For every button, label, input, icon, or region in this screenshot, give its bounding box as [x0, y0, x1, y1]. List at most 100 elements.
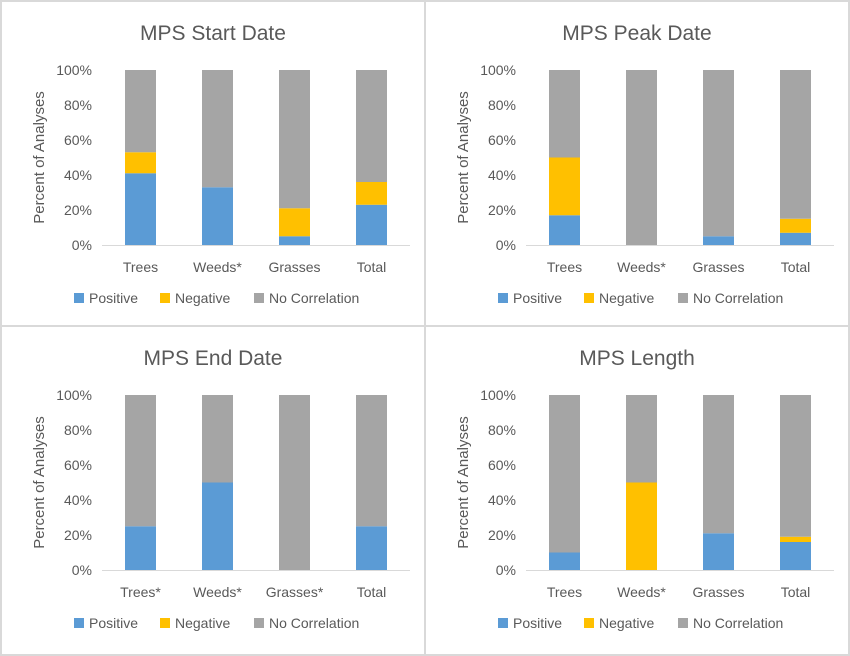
- bar-grasses-negative: [279, 208, 310, 237]
- y-axis-label: Percent of Analyses: [31, 91, 48, 224]
- bar-trees-positive: [125, 526, 156, 570]
- legend-swatch-negative: [584, 618, 594, 628]
- y-tick-label: 0%: [496, 237, 516, 253]
- y-axis-label: Percent of Analyses: [455, 416, 472, 549]
- x-tick-label: Trees: [547, 259, 582, 275]
- x-tick-label: Trees: [547, 584, 582, 600]
- x-tick-label: Trees*: [120, 584, 161, 600]
- legend-swatch-no-correlation: [678, 293, 688, 303]
- y-tick-label: 20%: [488, 527, 516, 543]
- chart-title: MPS Peak Date: [562, 22, 711, 45]
- chart-panel-length: MPS Length Percent of Analyses 0% 20% 40% 60%…: [426, 327, 848, 654]
- legend-swatch-negative: [160, 293, 170, 303]
- legend-label-positive: Positive: [513, 290, 562, 306]
- bar-trees-positive: [549, 552, 580, 570]
- y-tick-label: 60%: [488, 457, 516, 473]
- bar-total-negative: [780, 536, 811, 542]
- bar-grasses-no-correlation: [703, 395, 734, 534]
- bar-weeds-no-correlation: [202, 70, 233, 188]
- chart-svg: MPS Length Percent of Analyses 0% 20% 40% 60%…: [455, 347, 834, 631]
- x-tick-label: Trees: [123, 259, 158, 275]
- x-tick-label: Grasses*: [266, 584, 324, 600]
- x-tick-label: Total: [781, 584, 811, 600]
- y-tick-label: 80%: [488, 422, 516, 438]
- y-tick-label: 80%: [64, 97, 92, 113]
- chart-title: MPS End Date: [144, 347, 283, 370]
- y-tick-label: 100%: [480, 62, 516, 78]
- x-tick-label: Grasses: [692, 259, 744, 275]
- y-tick-label: 60%: [64, 132, 92, 148]
- bar-weeds-no-correlation: [626, 70, 657, 245]
- legend-swatch-no-correlation: [254, 293, 264, 303]
- y-axis-label: Percent of Analyses: [455, 91, 472, 224]
- legend-label-no-correlation: No Correlation: [693, 290, 783, 306]
- bar-trees-no-correlation: [549, 395, 580, 553]
- y-tick-label: 100%: [56, 387, 92, 403]
- bar-total-positive: [356, 526, 387, 570]
- chart-panel-start-date: MPS Start Date Percent of Analyses 0% 20% 40…: [2, 2, 424, 325]
- y-tick-label: 40%: [488, 167, 516, 183]
- bar-total-no-correlation: [356, 395, 387, 527]
- bar-trees-negative: [125, 152, 156, 174]
- chart-panel-peak-date: MPS Peak Date Percent of Analyses 0% 20% 40%…: [426, 2, 848, 325]
- y-tick-label: 80%: [488, 97, 516, 113]
- legend-label-negative: Negative: [175, 615, 230, 631]
- bar-trees-negative: [549, 157, 580, 216]
- legend-label-no-correlation: No Correlation: [693, 615, 783, 631]
- y-tick-label: 0%: [72, 562, 92, 578]
- x-tick-label: Weeds*: [193, 584, 242, 600]
- legend-swatch-positive: [74, 618, 84, 628]
- bar-total-positive: [356, 204, 387, 245]
- chart-panel-end-date: MPS End Date Percent of Analyses 0% 20% 40% 6…: [2, 327, 424, 654]
- x-tick-label: Total: [357, 584, 387, 600]
- legend-swatch-positive: [498, 293, 508, 303]
- chart-svg: MPS Peak Date Percent of Analyses 0% 20% 40%…: [455, 22, 834, 306]
- bar-trees-positive: [125, 173, 156, 245]
- x-tick-label: Total: [357, 259, 387, 275]
- x-tick-label: Grasses: [692, 584, 744, 600]
- bar-weeds-no-correlation: [202, 395, 233, 483]
- legend-swatch-no-correlation: [678, 618, 688, 628]
- y-tick-label: 60%: [64, 457, 92, 473]
- legend-label-negative: Negative: [175, 290, 230, 306]
- legend-label-positive: Positive: [89, 290, 138, 306]
- bar-total-negative: [356, 182, 387, 205]
- bar-total-no-correlation: [356, 70, 387, 182]
- x-tick-label: Weeds*: [193, 259, 242, 275]
- bar-total-no-correlation: [780, 395, 811, 537]
- bar-grasses-positive: [703, 533, 734, 570]
- x-tick-label: Weeds*: [617, 584, 666, 600]
- y-tick-label: 20%: [64, 202, 92, 218]
- bar-grasses-positive: [703, 236, 734, 245]
- x-tick-label: Total: [781, 259, 811, 275]
- bar-grasses-positive: [279, 236, 310, 245]
- legend-label-positive: Positive: [513, 615, 562, 631]
- bar-total-no-correlation: [780, 70, 811, 219]
- chart-svg: MPS Start Date Percent of Analyses 0% 20% 40…: [31, 22, 410, 306]
- y-tick-label: 40%: [64, 167, 92, 183]
- legend-swatch-negative: [584, 293, 594, 303]
- y-tick-label: 100%: [480, 387, 516, 403]
- bar-weeds-negative: [626, 482, 657, 570]
- bar-total-positive: [780, 542, 811, 570]
- y-tick-label: 0%: [72, 237, 92, 253]
- legend-swatch-negative: [160, 618, 170, 628]
- y-tick-label: 0%: [496, 562, 516, 578]
- y-tick-label: 100%: [56, 62, 92, 78]
- legend-label-positive: Positive: [89, 615, 138, 631]
- bar-total-negative: [780, 218, 811, 233]
- chart-title: MPS Start Date: [140, 22, 286, 45]
- chart-title: MPS Length: [579, 347, 695, 370]
- legend-label-negative: Negative: [599, 615, 654, 631]
- y-tick-label: 20%: [64, 527, 92, 543]
- bar-weeds-positive: [202, 187, 233, 245]
- bar-total-positive: [780, 232, 811, 245]
- bar-trees-positive: [549, 215, 580, 245]
- y-axis-label: Percent of Analyses: [31, 416, 48, 549]
- y-tick-label: 40%: [488, 492, 516, 508]
- legend-swatch-positive: [74, 293, 84, 303]
- legend-swatch-no-correlation: [254, 618, 264, 628]
- legend-label-negative: Negative: [599, 290, 654, 306]
- legend-swatch-positive: [498, 618, 508, 628]
